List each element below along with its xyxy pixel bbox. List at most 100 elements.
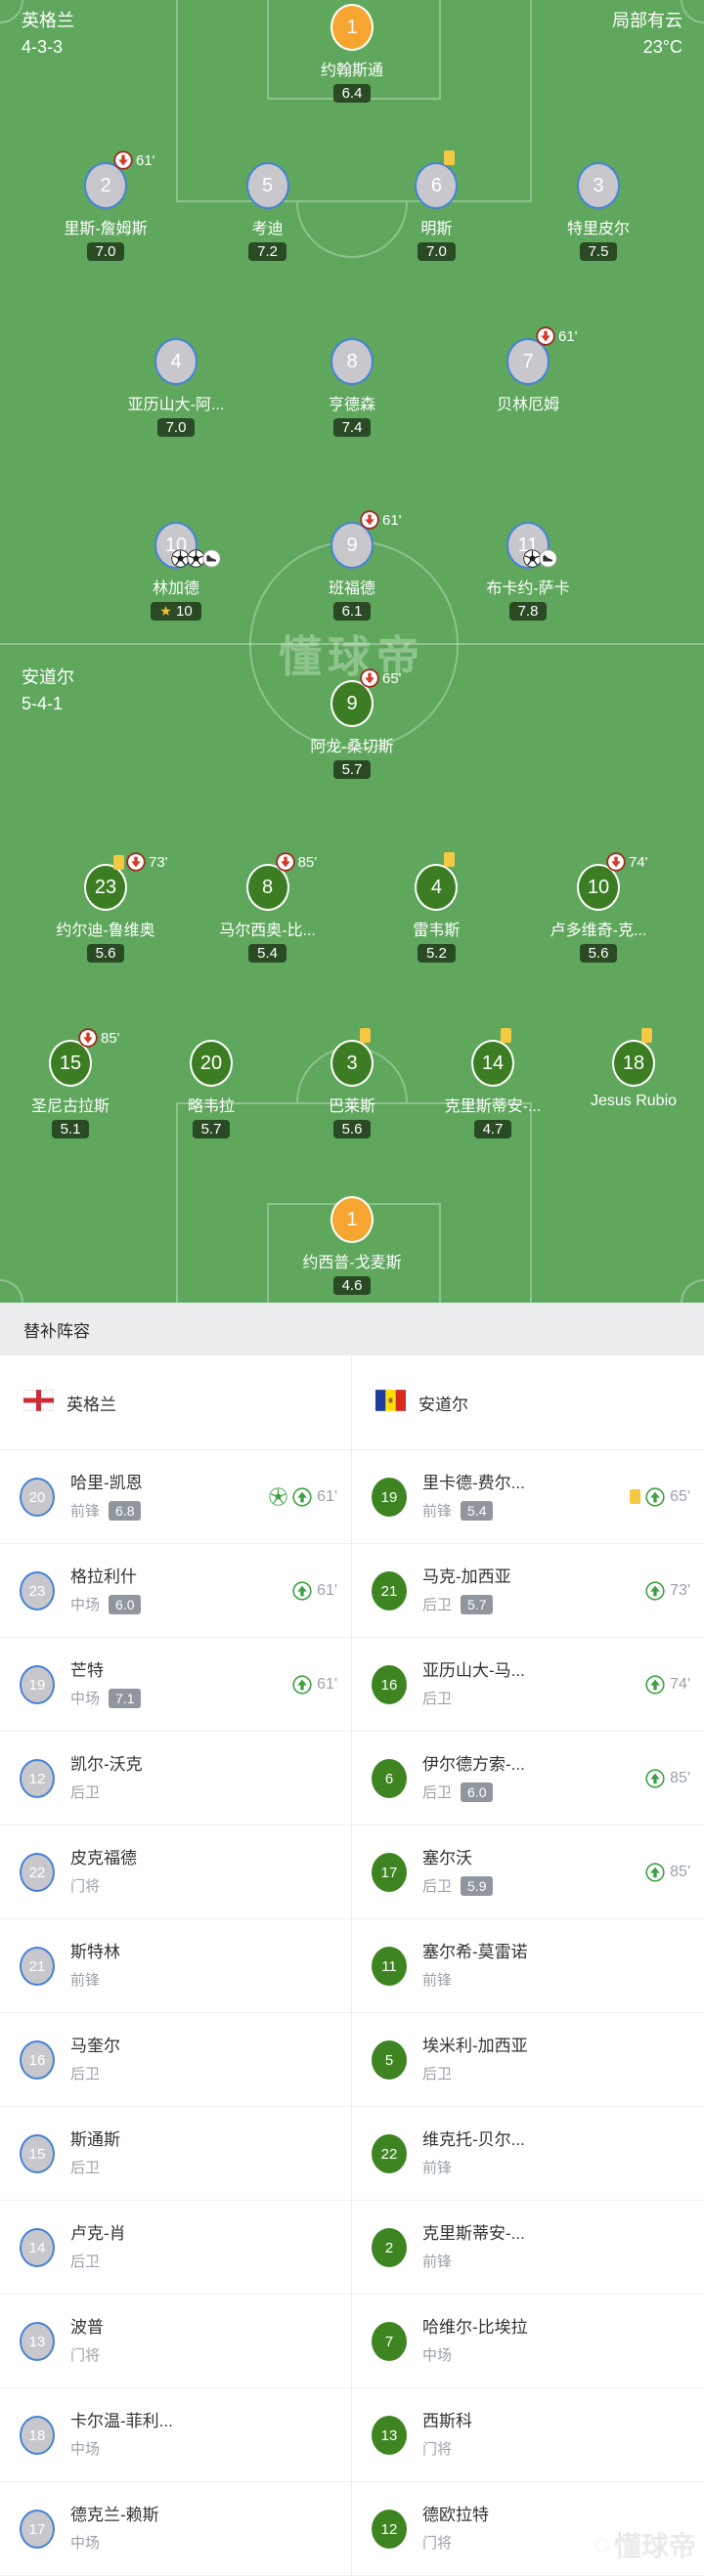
sub-player-name: 波普 xyxy=(70,2318,104,2337)
pitch-watermark: 懂球帝 xyxy=(279,633,425,681)
sub-col-home: 英格兰 20 哈里-凯恩 前锋 6.8 61' 23 格拉利什 中场 6.0 61' 19 芒特 中场 7… xyxy=(0,1355,352,2576)
player-number-circle: 3 xyxy=(330,1040,374,1087)
sub-row[interactable]: 5 埃米利-加西亚 后卫 xyxy=(352,2013,704,2107)
player-number-circle: 9 xyxy=(330,680,374,727)
pitch-player[interactable]: 8 85' 马尔西奥-比... 5.4 xyxy=(190,852,346,963)
pitch-player[interactable]: 7 61' 贝林厄姆 xyxy=(450,326,606,414)
player-number-circle: 1 xyxy=(330,4,374,51)
player-number-circle: 20 xyxy=(190,1040,233,1087)
substitutes-section: 英格兰 20 哈里-凯恩 前锋 6.8 61' 23 格拉利什 中场 6.0 61' 19 芒特 中场 7… xyxy=(0,1355,704,2576)
sub-row[interactable]: 18 卡尔温-菲利... 中场 xyxy=(0,2388,351,2482)
sub-player-name: 塞尔希-莫雷诺 xyxy=(422,1943,528,1961)
sub-row[interactable]: 19 里卡德-费尔... 前锋 5.4 65' xyxy=(352,1450,704,1544)
pitch-player[interactable]: 20 略韦拉 5.7 xyxy=(133,1040,289,1138)
sub-off-icon xyxy=(606,852,626,872)
player-rating: 4.6 xyxy=(332,1276,372,1295)
sub-player-meta: 后卫 xyxy=(70,2063,351,2083)
pitch-player[interactable]: 3 巴莱斯 5.6 xyxy=(274,1028,430,1138)
motm-star-icon: ★ xyxy=(159,603,172,619)
sub-on-icon xyxy=(645,1768,665,1788)
sub-player-meta: 前锋 6.8 xyxy=(70,1500,351,1521)
sub-row[interactable]: 13 西斯科 门将 xyxy=(352,2388,704,2482)
player-name: 亨德森 xyxy=(328,397,375,413)
sub-player-name: 亚历山大-马... xyxy=(422,1661,525,1680)
pitch-player[interactable]: 5 考迪 7.2 xyxy=(190,162,346,261)
sub-player-meta: 前锋 xyxy=(422,2251,704,2271)
pitch-player[interactable]: 4 亚历山大-阿... 7.0 xyxy=(98,338,254,437)
sub-player-meta: 门将 xyxy=(70,1875,351,1896)
sub-number-circle: 23 xyxy=(20,1571,55,1610)
player-name: 林加德 xyxy=(152,580,199,597)
player-badges xyxy=(501,1028,511,1043)
pitch-player[interactable]: 1 约翰斯通 6.4 xyxy=(274,4,430,103)
yellow-card-icon xyxy=(113,854,124,870)
sub-off-icon xyxy=(275,852,295,872)
sub-on-minute: 73' xyxy=(670,1581,690,1599)
player-number-circle: 14 xyxy=(471,1040,514,1087)
pitch-corner-arc xyxy=(681,1279,704,1303)
pitch-player[interactable]: 14 克里斯蒂安-... 4.7 xyxy=(415,1028,571,1138)
sub-player-name: 德克兰-赖斯 xyxy=(70,2506,159,2524)
player-name: 卢多维奇-克... xyxy=(550,923,647,939)
sub-player-position: 前锋 xyxy=(422,2160,453,2176)
pitch-player[interactable]: 1 约西普-戈麦斯 4.6 xyxy=(274,1196,430,1295)
sub-row[interactable]: 16 马奎尔 后卫 xyxy=(0,2013,351,2107)
sub-row[interactable]: 22 皮克福德 门将 xyxy=(0,1825,351,1919)
pitch-player[interactable]: 4 雷韦斯 5.2 xyxy=(358,852,514,963)
sub-row[interactable]: 22 维克托-贝尔... 前锋 xyxy=(352,2107,704,2201)
sub-row[interactable]: 20 哈里-凯恩 前锋 6.8 61' xyxy=(0,1450,351,1544)
player-badges: 65' xyxy=(360,668,402,688)
sub-row[interactable]: 2 克里斯蒂安-... 前锋 xyxy=(352,2201,704,2295)
player-number-circle: 8 xyxy=(330,338,374,385)
player-rating: 6.1 xyxy=(332,602,372,621)
sub-row[interactable]: 17 德克兰-赖斯 中场 xyxy=(0,2482,351,2576)
sub-row[interactable]: 15 斯通斯 后卫 xyxy=(0,2107,351,2201)
yellow-card-icon xyxy=(641,1028,652,1043)
pitch-player[interactable]: 10 74' 卢多维奇-克... 5.6 xyxy=(520,852,677,963)
sub-row[interactable]: 14 卢克-肖 后卫 xyxy=(0,2201,351,2295)
player-rating: 5.1 xyxy=(51,1120,90,1138)
sub-off-minute: 65' xyxy=(382,669,402,687)
sub-row[interactable]: 21 马克-加西亚 后卫 5.7 73' xyxy=(352,1544,704,1638)
pitch-player[interactable]: 11 布卡约-萨卡 7.8 xyxy=(450,522,606,621)
sub-player-name: 芒特 xyxy=(70,1661,104,1680)
sub-col-away: 安道尔 19 里卡德-费尔... 前锋 5.4 65' 21 马克-加西亚 后卫 5.7 73' 1… xyxy=(352,1355,704,2576)
sub-player-position: 后卫 xyxy=(70,2254,101,2270)
pitch-player[interactable]: 8 亨德森 7.4 xyxy=(274,338,430,437)
sub-row[interactable]: 21 斯特林 前锋 xyxy=(0,1919,351,2013)
pitch-player[interactable]: 23 73' 约尔迪-鲁维奥 5.6 xyxy=(27,852,184,963)
pitch-player[interactable]: 9 65' 阿龙-桑切斯 5.7 xyxy=(274,668,430,779)
sub-row[interactable]: 19 芒特 中场 7.1 61' xyxy=(0,1638,351,1732)
player-rating: 4.7 xyxy=(473,1120,512,1138)
sub-events: 74' xyxy=(645,1638,690,1731)
sub-row[interactable]: 6 伊尔德方索-... 后卫 6.0 85' xyxy=(352,1732,704,1825)
sub-row[interactable]: 23 格拉利什 中场 6.0 61' xyxy=(0,1544,351,1638)
sub-player-meta: 后卫 xyxy=(70,2157,351,2177)
player-rating-motm: ★ 10 xyxy=(151,602,201,621)
pitch-player[interactable]: 10 林加德 ★ 10 xyxy=(98,522,254,621)
yellow-card-icon xyxy=(630,1489,641,1504)
sub-row[interactable]: 11 塞尔希-莫雷诺 前锋 xyxy=(352,1919,704,2013)
player-rating: 7.5 xyxy=(579,242,618,261)
sub-number-circle: 16 xyxy=(20,2040,55,2080)
player-event-icons xyxy=(171,549,221,568)
pitch-player[interactable]: 2 61' 里斯-詹姆斯 7.0 xyxy=(27,150,184,261)
sub-player-position: 中场 xyxy=(70,2441,101,2458)
sub-number-circle: 13 xyxy=(20,2322,55,2361)
sub-row[interactable]: 16 亚历山大-马... 后卫 74' xyxy=(352,1638,704,1732)
sub-number-circle: 19 xyxy=(372,1478,407,1517)
sub-row[interactable]: 17 塞尔沃 后卫 5.9 85' xyxy=(352,1825,704,1919)
player-badges: 85' xyxy=(275,852,317,872)
sub-player-meta: 中场 7.1 xyxy=(70,1688,351,1708)
pitch-player[interactable]: 15 85' 圣尼古拉斯 5.1 xyxy=(0,1028,149,1138)
pitch-player[interactable]: 18 Jesus Rubio xyxy=(555,1028,704,1110)
player-rating: 7.2 xyxy=(248,242,287,261)
pitch-player[interactable]: 6 明斯 7.0 xyxy=(358,150,514,261)
sub-player-position: 中场 xyxy=(70,1691,101,1707)
sub-player-name: 卡尔温-菲利... xyxy=(70,2412,173,2430)
pitch-player[interactable]: 9 61' 班福德 6.1 xyxy=(274,510,430,621)
sub-row[interactable]: 12 凯尔-沃克 后卫 xyxy=(0,1732,351,1825)
sub-row[interactable]: 13 波普 门将 xyxy=(0,2295,351,2388)
sub-row[interactable]: 7 哈维尔-比埃拉 中场 xyxy=(352,2295,704,2388)
pitch-player[interactable]: 3 特里皮尔 7.5 xyxy=(520,162,677,261)
